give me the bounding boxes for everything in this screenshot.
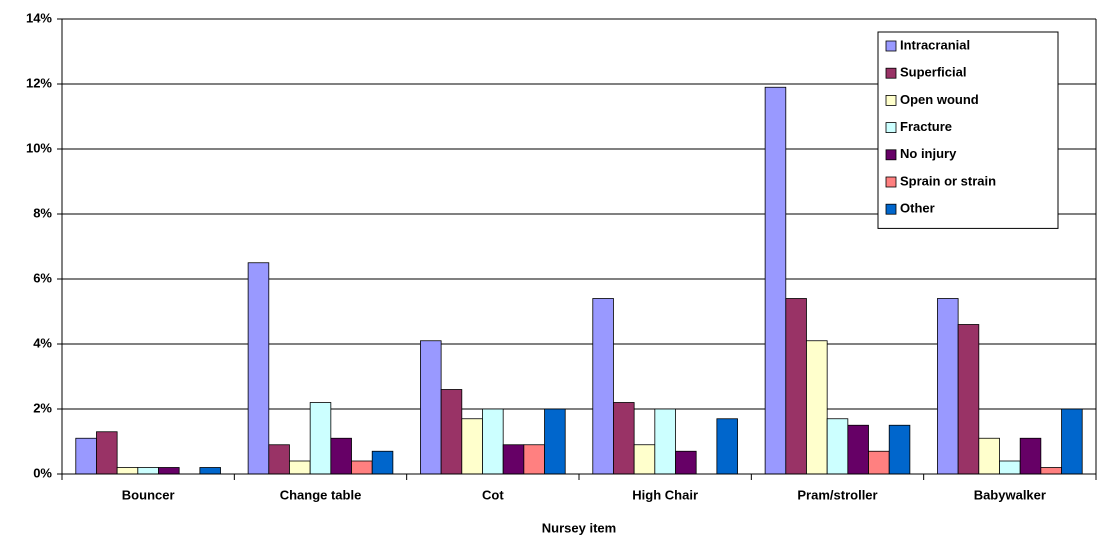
y-tick-label: 14% (26, 10, 52, 25)
bar (523, 444, 545, 475)
y-tick-label: 12% (26, 75, 52, 90)
bar (978, 437, 1000, 475)
x-tick-label: High Chair (632, 487, 698, 502)
bar (247, 262, 270, 475)
legend-label: No injury (900, 146, 957, 161)
legend-swatch (885, 40, 897, 52)
legend-swatch (885, 149, 897, 161)
bar (137, 467, 159, 475)
bar (96, 431, 118, 475)
x-axis-label: Nursey item (542, 520, 616, 535)
legend-swatch (885, 67, 897, 79)
x-tick-label: Babywalker (974, 487, 1046, 502)
bar (544, 408, 566, 475)
bar (633, 444, 656, 475)
legend-swatch (885, 122, 897, 133)
bar (868, 450, 890, 475)
bar (764, 86, 787, 475)
bar (371, 450, 394, 475)
bar (847, 424, 869, 475)
bar (716, 418, 738, 475)
bar (1061, 408, 1083, 475)
legend-swatch (885, 203, 897, 215)
bar (75, 437, 97, 475)
x-tick-label: Pram/stroller (797, 487, 877, 502)
legend-label: Sprain or strain (900, 173, 996, 188)
y-tick-label: 4% (33, 335, 52, 350)
legend-box (877, 31, 1059, 229)
legend-swatch (885, 176, 897, 188)
bar (502, 444, 525, 475)
bar (888, 424, 911, 475)
bar (1019, 437, 1042, 475)
bar (785, 298, 807, 475)
y-tick-label: 2% (33, 400, 52, 415)
bar (482, 408, 504, 475)
legend-label: Superficial (900, 65, 966, 80)
bar (937, 298, 959, 475)
bar (957, 324, 980, 475)
y-tick-label: 6% (33, 270, 52, 285)
y-tick-label: 0% (33, 465, 52, 480)
bar (289, 460, 311, 475)
bar (351, 460, 373, 475)
x-tick-label: Cot (482, 487, 504, 502)
bar (440, 389, 463, 475)
bar (116, 467, 139, 475)
bar (330, 437, 352, 475)
legend-label: Open wound (900, 92, 979, 107)
bar (592, 298, 614, 475)
bar (675, 450, 697, 475)
bar (806, 340, 828, 475)
bar (309, 402, 332, 475)
legend-label: Fracture (900, 119, 952, 134)
bar (268, 444, 290, 475)
bar (613, 402, 635, 475)
x-tick-label: Bouncer (122, 487, 175, 502)
y-tick-label: 10% (26, 140, 52, 155)
bar (158, 467, 180, 475)
bar (420, 340, 442, 475)
bar (461, 418, 483, 475)
bar (1040, 467, 1062, 475)
x-tick-label: Change table (280, 487, 362, 502)
bar (199, 467, 221, 475)
legend-label: Intracranial (900, 37, 970, 52)
bar (654, 408, 676, 475)
legend-swatch (885, 95, 897, 106)
legend-label: Other (900, 201, 935, 216)
y-tick-label: 8% (33, 205, 52, 220)
bar (999, 460, 1021, 475)
bar (826, 418, 849, 475)
